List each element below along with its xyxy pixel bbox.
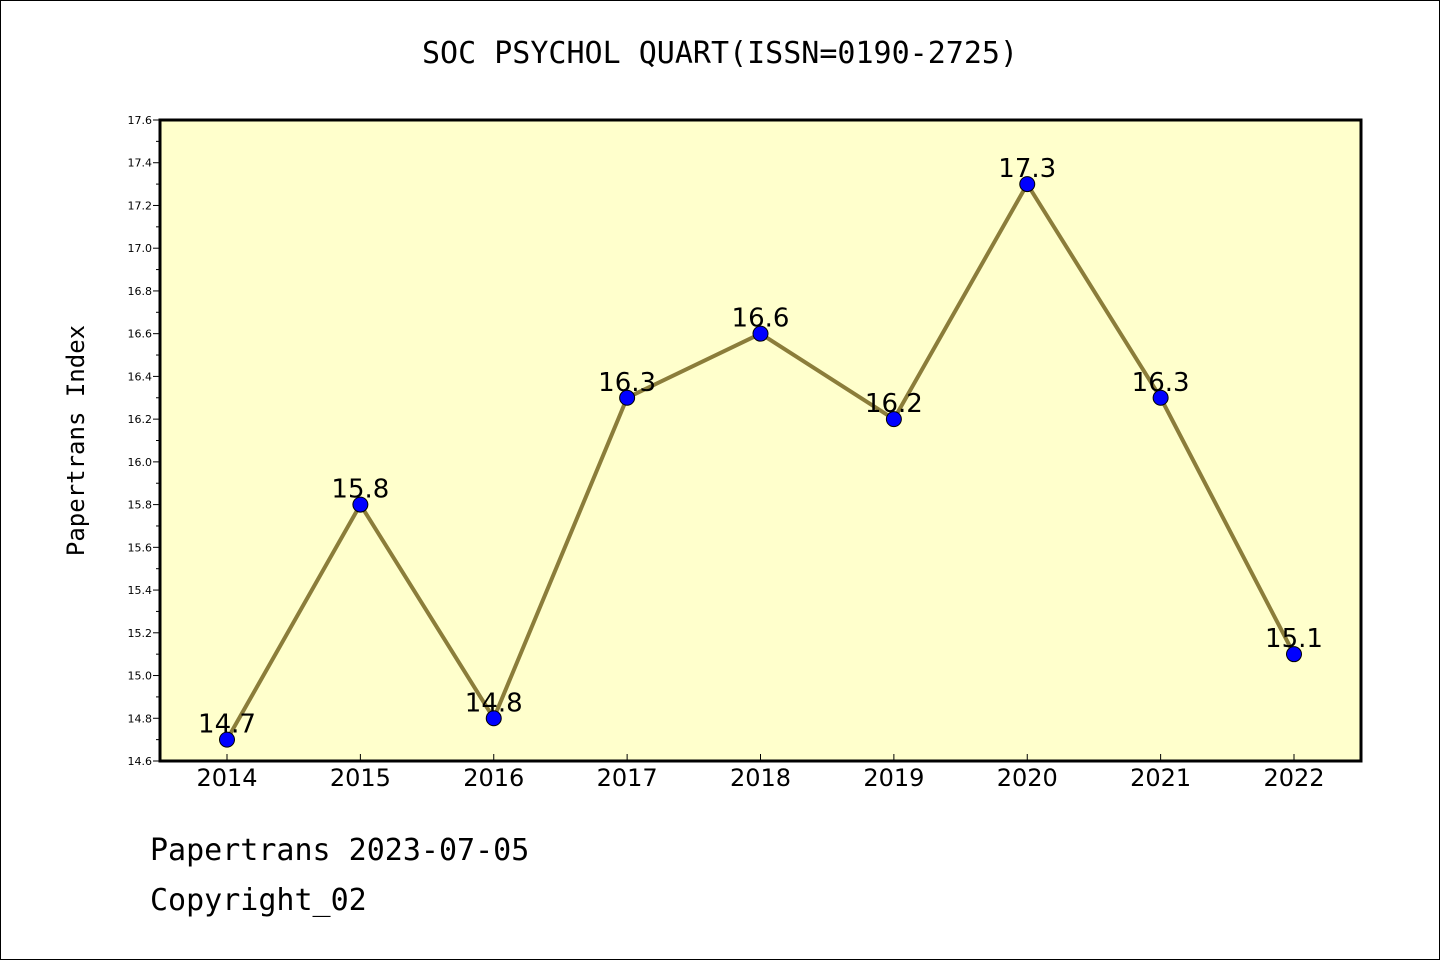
y-tick-label: 15.0 <box>128 670 153 683</box>
data-label: 15.1 <box>1265 624 1323 654</box>
data-label: 16.6 <box>732 304 790 334</box>
x-tick-label: 2021 <box>1130 764 1191 792</box>
chart-title: SOC PSYCHOL QUART(ISSN=0190-2725) <box>421 36 1019 71</box>
x-axis: 2014 2015 2016 2017 2018 2019 2020 2021 2022 <box>196 754 1325 792</box>
y-tick-label: 17.0 <box>128 242 153 255</box>
data-labels: 14.7 15.8 14.8 16.3 16.6 16.2 17.3 16.3 15.1 <box>198 154 1323 740</box>
plot-area <box>158 118 1363 763</box>
x-tick-label: 2015 <box>330 764 391 792</box>
y-tick-label: 15.2 <box>128 627 153 640</box>
y-tick-label: 14.8 <box>128 712 153 725</box>
data-point <box>1152 389 1169 406</box>
y-tick-label: 16.0 <box>128 456 153 469</box>
x-tick-label: 2016 <box>463 764 524 792</box>
footer-copyright: Copyright_02 <box>150 883 367 918</box>
x-tick-label: 2019 <box>863 764 924 792</box>
data-label: 17.3 <box>998 154 1056 184</box>
x-tick-label: 2017 <box>597 764 658 792</box>
y-tick-label: 16.2 <box>128 413 153 426</box>
data-label: 14.8 <box>465 688 523 718</box>
data-markers <box>219 176 1302 748</box>
data-point <box>485 710 502 727</box>
data-point <box>1286 646 1302 663</box>
data-label: 16.2 <box>865 389 923 419</box>
x-tick-label: 2022 <box>1263 764 1324 792</box>
y-tick-label: 17.6 <box>128 114 153 127</box>
y-tick-label: 16.8 <box>128 285 153 298</box>
data-label: 15.8 <box>331 475 389 505</box>
y-tick-label: 17.4 <box>128 157 153 170</box>
y-tick-label: 14.6 <box>128 755 153 768</box>
y-axis: 14.6 14.8 15.0 15.2 15.4 15.6 15.8 16.0 16.2 16.4… <box>128 114 160 768</box>
data-label: 16.3 <box>1132 368 1190 398</box>
y-tick-label: 17.2 <box>128 199 153 212</box>
y-tick-label: 15.4 <box>128 584 153 597</box>
data-point <box>619 389 636 406</box>
data-point <box>885 411 902 428</box>
data-point <box>219 731 235 748</box>
data-label: 16.3 <box>598 368 656 398</box>
data-point <box>752 325 769 342</box>
y-tick-label: 15.6 <box>128 541 153 554</box>
x-tick-label: 2014 <box>196 764 257 792</box>
y-tick-label: 16.4 <box>128 370 153 383</box>
x-tick-label: 2020 <box>997 764 1058 792</box>
x-tick-label: 2018 <box>730 764 791 792</box>
data-label: 14.7 <box>198 710 256 740</box>
footer-date: Papertrans 2023-07-05 <box>150 833 530 868</box>
data-point <box>352 496 369 513</box>
data-point <box>1019 176 1036 193</box>
y-tick-label: 16.6 <box>128 328 153 341</box>
y-axis-label: Papertrans Index <box>62 325 90 556</box>
y-tick-label: 15.8 <box>128 499 153 512</box>
